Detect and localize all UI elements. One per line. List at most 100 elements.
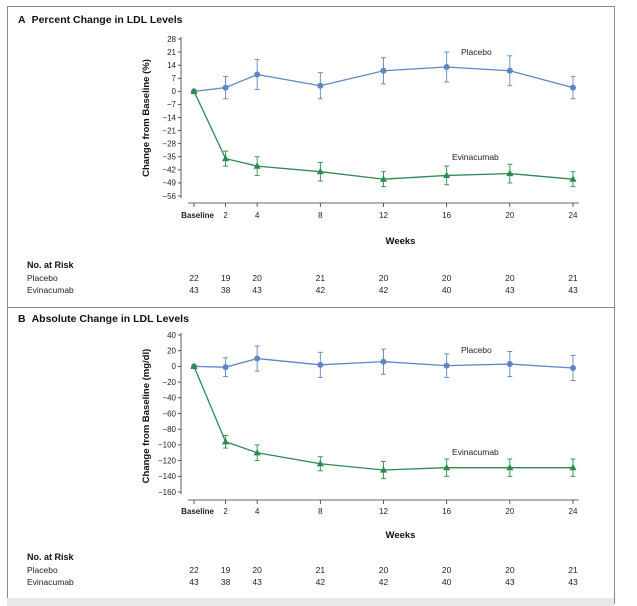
panel-a-placebo-line [193, 66, 574, 92]
panel-b-risk-count: 42 [379, 577, 389, 587]
panel-b-placebo-line [193, 357, 574, 369]
panel-a-evinacumab-point [221, 154, 230, 162]
panel-a-risk-count: 21 [568, 273, 578, 283]
panel-b-placebo-point [317, 361, 324, 368]
panel-b-x-tick-label: 4 [255, 507, 260, 516]
panel-a-y-tick-label: −42 [162, 166, 176, 175]
panel-a-y-tick-label: −21 [162, 126, 176, 135]
panel-b-y-tick-label: 0 [172, 362, 177, 371]
panel-a-risk-count: 20 [379, 273, 389, 283]
panel-b-y-tick-label: −20 [162, 378, 176, 387]
panel-a-placebo-label: Placebo [461, 47, 492, 57]
panel-b-risk-count: 40 [442, 577, 452, 587]
panel-a-placebo-point [317, 82, 324, 89]
panel-a-y-tick-label: 7 [172, 74, 177, 83]
panel-b-placebo-point [222, 364, 229, 371]
panel-b-evinacumab-point [316, 459, 324, 467]
panel-b-risk-count: 42 [316, 577, 326, 587]
panel-a-risk-count: 21 [316, 273, 326, 283]
panel-b-x-tick-label: Baseline [181, 507, 214, 516]
panel-a-evinacumab-point [443, 171, 451, 179]
panel-b-evinacumab-point [190, 362, 198, 369]
panel-a-title-text: Percent Change in LDL Levels [31, 14, 183, 26]
panel-a-risk-count: 43 [189, 285, 199, 295]
panel-b-y-axis-label: Change from Baseline (mg/dl) [141, 349, 152, 484]
panel-b-evinacumab-label: Evinacumab [452, 447, 499, 457]
panel-a-evinacumab-point [379, 175, 388, 182]
panel-a-y-tick-label: −28 [162, 139, 176, 148]
panel-b-risk-count: 43 [505, 577, 515, 587]
panel-b-risk-count: 20 [442, 565, 452, 575]
panel-b-risk-count: 21 [316, 565, 326, 575]
panel-a-x-tick-label: 12 [379, 211, 388, 220]
panel-b-y-tick-label: −140 [158, 472, 177, 481]
panel-a-risk-count: 20 [442, 273, 452, 283]
panel-b-y-tick-label: −80 [162, 425, 176, 434]
panel-b-risk-count: 21 [568, 565, 578, 575]
panel-a-y-tick-label: −49 [162, 179, 176, 188]
panel-a-y-tick-label: 0 [172, 87, 177, 96]
panel-a-risk-row-label: Evinacumab [27, 285, 74, 295]
panel-b-x-tick-label: 8 [318, 507, 323, 516]
panel-b-x-axis-label: Weeks [386, 530, 416, 541]
panel-a-y-tick-label: −56 [162, 192, 176, 201]
panel-b-y-tick-label: −100 [158, 441, 177, 450]
panel-b-x-tick-label: 20 [505, 507, 514, 516]
panel-b-risk-row-label: Placebo [27, 565, 58, 575]
panel-b-x-tick-label: 16 [442, 507, 451, 516]
panel-b-evinacumab-point [253, 448, 261, 456]
panel-a-x-axis-label: Weeks [386, 236, 416, 247]
panel-a-y-tick-label: −7 [167, 100, 177, 109]
panel-b-placebo-point [380, 358, 387, 365]
panel-a-x-tick-label: 16 [442, 211, 451, 220]
panel-b-placebo-point [443, 362, 450, 369]
panel-a-placebo-point [380, 67, 387, 74]
panel-a-y-axis-label: Change from Baseline (%) [141, 59, 152, 177]
panel-a-title: A Percent Change in LDL Levels [18, 14, 183, 26]
panel-b-risk-count: 43 [252, 577, 262, 587]
panel-a-letter: A [18, 14, 26, 26]
panel-a-risk-count: 43 [252, 285, 262, 295]
panel-b-risk-count: 19 [221, 565, 231, 575]
panel-a-x-tick-label: 8 [318, 211, 323, 220]
panel-b-letter: B [18, 313, 26, 325]
panel-b-y-tick-label: −60 [162, 409, 176, 418]
panel-b-x-tick-label: 2 [223, 507, 228, 516]
panel-a-evinacumab-point [190, 87, 198, 94]
panel-a-y-tick-label: 21 [167, 48, 176, 57]
panel-b-placebo-point [254, 355, 261, 362]
panel-a-evinacumab-point [569, 175, 577, 182]
panel-b-placebo-label: Placebo [461, 345, 492, 355]
panel-a-placebo-point [443, 64, 450, 71]
panel-a-risk-count: 38 [221, 285, 231, 295]
panel-b-risk-row-label: Evinacumab [27, 577, 74, 587]
panel-b-evinacumab-point [506, 463, 514, 471]
panel-b-title: B Absolute Change in LDL Levels [18, 313, 189, 325]
panel-b-y-tick-label: −40 [162, 394, 176, 403]
panel-a-risk-count: 20 [252, 273, 262, 283]
panel-a-placebo-point [570, 84, 576, 91]
panel-a-y-tick-label: −14 [162, 113, 176, 122]
panel-b-risk-count: 43 [189, 577, 199, 587]
panel-a-placebo-point [254, 71, 261, 78]
panel-a-y-tick-label: 28 [167, 35, 176, 44]
panel-b-risk-count: 38 [221, 577, 231, 587]
panel-separator [7, 307, 614, 308]
panel-a-risk-count: 22 [189, 273, 199, 283]
bottom-band [7, 598, 614, 606]
panel-b-y-tick-label: 40 [167, 331, 176, 340]
panel-b-evinacumab-point [221, 437, 230, 445]
panel-b-evinacumab-point [569, 463, 577, 471]
panel-a-y-tick-label: −35 [162, 153, 176, 162]
panel-b-y-tick-label: 20 [167, 347, 176, 356]
panel-a-risk-count: 40 [442, 285, 452, 295]
panel-a-risk-heading: No. at Risk [27, 260, 75, 270]
panel-a-risk-count: 20 [505, 273, 515, 283]
panel-b-y-tick-label: −160 [158, 488, 177, 497]
figure-frame [7, 6, 615, 604]
panel-a-placebo-point [222, 84, 229, 91]
panel-b-x-tick-label: 12 [379, 507, 388, 516]
panel-a-x-tick-label: 20 [505, 211, 514, 220]
panel-a-risk-count: 42 [379, 285, 389, 295]
